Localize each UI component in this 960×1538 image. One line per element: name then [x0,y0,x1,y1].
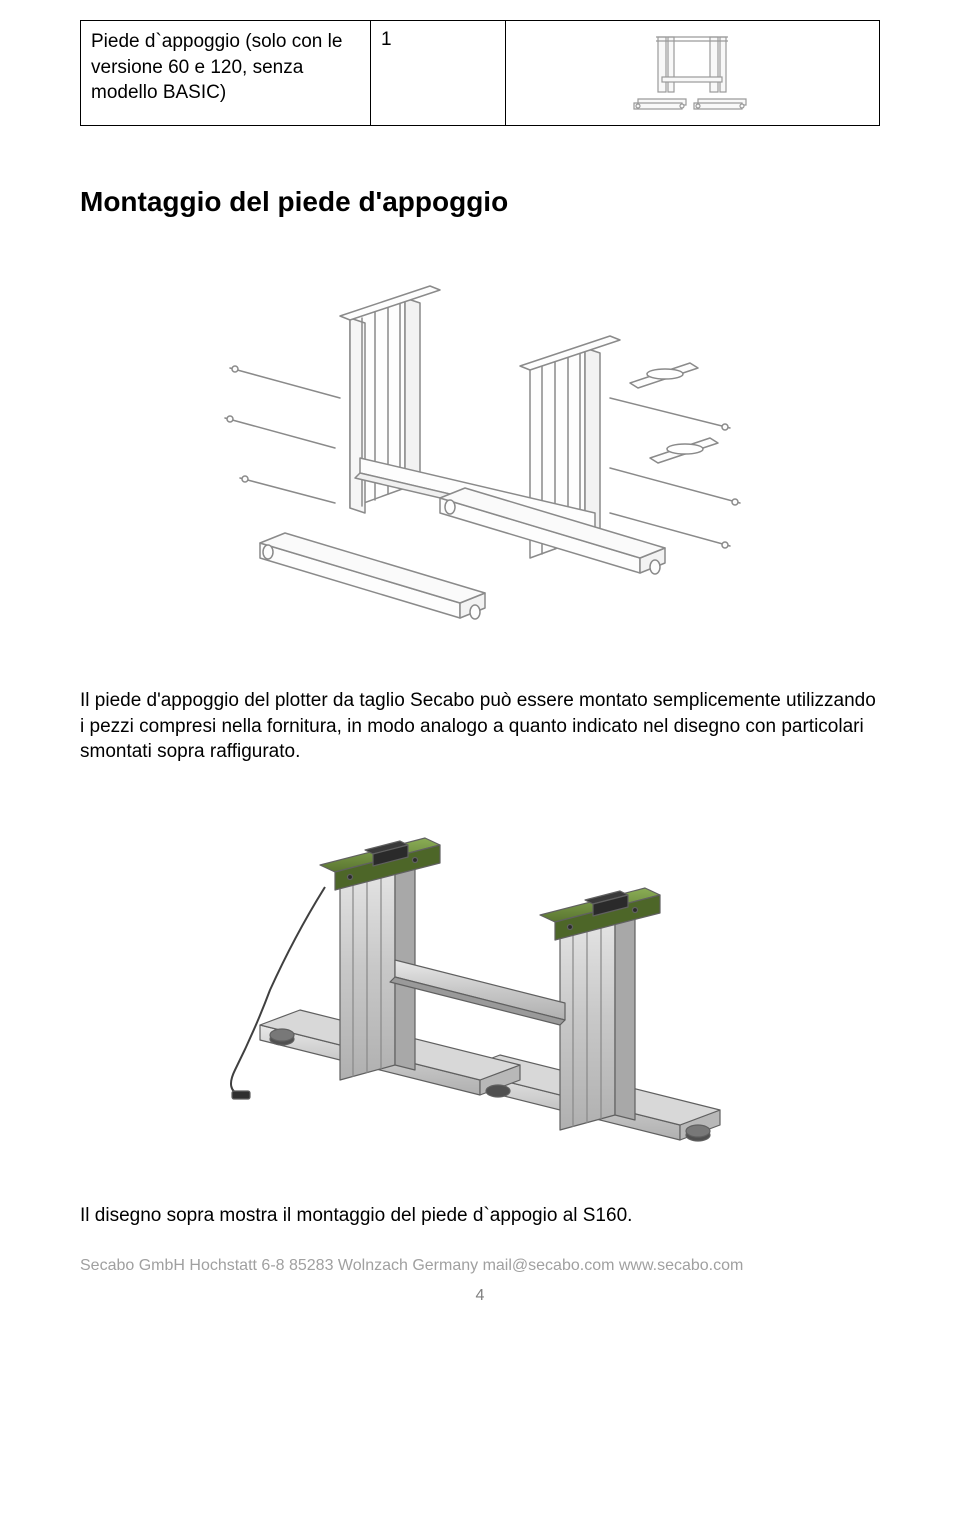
diagram-caption: Il disegno sopra mostra il montaggio del… [80,1205,880,1227]
body-paragraph: Il piede d'appoggio del plotter da tagli… [80,688,880,765]
page-footer: Secabo GmbH Hochstatt 6-8 85283 Wolnzach… [80,1257,880,1275]
stand-small-icon [628,27,758,119]
part-thumbnail [506,21,879,125]
page-number: 4 [80,1287,880,1305]
parts-table-row: Piede d`appoggio (solo con le versione 6… [80,20,880,126]
part-quantity: 1 [371,21,506,125]
section-heading: Montaggio del piede d'appoggio [80,186,880,218]
exploded-diagram [80,268,880,638]
part-description: Piede d`appoggio (solo con le versione 6… [81,21,371,125]
assembled-diagram [80,815,880,1155]
stand-exploded-drawing [200,268,760,638]
stand-assembled-drawing [200,815,760,1155]
